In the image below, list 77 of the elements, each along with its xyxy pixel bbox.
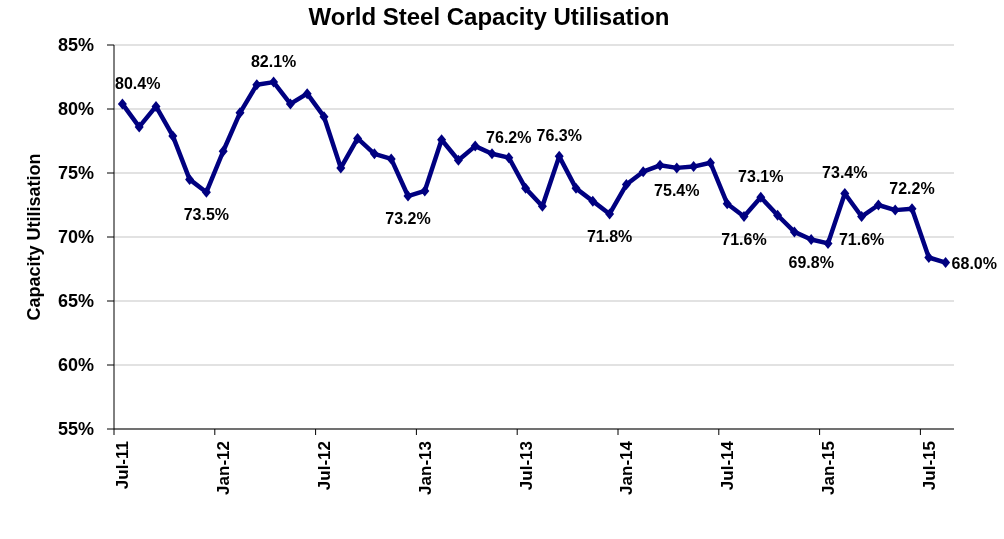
point — [588, 195, 598, 207]
data-label: 80.4% — [115, 74, 161, 92]
data-label: 76.2% — [486, 128, 532, 146]
point — [941, 257, 951, 269]
y-axis-title: Capacity Utilisation — [24, 153, 44, 321]
point — [823, 237, 833, 249]
data-label: 71.6% — [721, 230, 767, 248]
point — [655, 159, 665, 171]
point — [185, 173, 195, 185]
y-tick-label: 55% — [57, 419, 94, 439]
x-tick-label: Jul-14 — [717, 440, 737, 491]
point — [571, 182, 581, 194]
point — [924, 251, 934, 263]
point — [621, 179, 631, 191]
data-label: 82.1% — [250, 53, 297, 71]
point — [285, 98, 295, 110]
x-tick-label: Jul-12 — [314, 441, 334, 491]
chart-title: World Steel Capacity Utilisation — [307, 3, 671, 31]
point — [369, 148, 379, 160]
data-label: 73.1% — [738, 168, 784, 186]
point — [705, 157, 715, 169]
point — [638, 166, 648, 178]
point — [672, 162, 682, 174]
y-tick-label: 60% — [57, 355, 94, 375]
point — [840, 187, 850, 199]
point — [470, 140, 480, 152]
data-label: 73.5% — [183, 206, 230, 224]
point — [806, 234, 816, 246]
point — [789, 226, 799, 238]
point — [857, 211, 867, 223]
point — [269, 76, 279, 88]
data-label: 73.2% — [385, 210, 431, 228]
x-tick-label: Jul-13 — [516, 441, 536, 491]
point — [504, 152, 514, 164]
x-tick-label: Jul-11 — [112, 441, 132, 490]
data-label: 71.8% — [586, 227, 633, 245]
point — [218, 145, 228, 157]
data-label: 73.4% — [822, 164, 868, 182]
point — [302, 88, 312, 100]
point — [319, 111, 329, 123]
point — [235, 107, 245, 119]
x-tick-label: Jan-15 — [818, 441, 838, 495]
point — [521, 182, 531, 194]
point — [151, 100, 161, 112]
data-label: 72.2% — [889, 179, 935, 197]
point — [873, 199, 883, 211]
point — [605, 208, 615, 220]
data-label: 68.0% — [951, 254, 997, 272]
point — [386, 153, 396, 165]
x-tick-label: Jul-15 — [919, 441, 939, 491]
point — [201, 186, 211, 198]
y-tick-label: 85% — [57, 35, 94, 55]
point — [403, 190, 413, 202]
point — [117, 98, 127, 110]
point — [756, 191, 766, 203]
point — [487, 148, 497, 160]
point — [453, 154, 463, 166]
point — [168, 130, 178, 142]
data-label: 71.6% — [838, 230, 885, 248]
data-label: 76.3% — [536, 127, 582, 145]
y-tick-label: 80% — [57, 99, 94, 119]
y-tick-label: 65% — [57, 291, 94, 311]
point — [437, 134, 447, 146]
data-label: 69.8% — [788, 253, 834, 271]
point — [537, 200, 547, 212]
point — [420, 185, 430, 197]
point — [773, 209, 783, 221]
y-tick-label: 70% — [57, 227, 94, 247]
x-tick-label: Jan-13 — [415, 441, 435, 495]
point — [739, 211, 749, 223]
point — [353, 132, 363, 144]
point — [134, 121, 144, 133]
point — [722, 198, 732, 210]
y-tick-label: 75% — [57, 163, 94, 183]
x-tick-label: Jan-12 — [213, 441, 233, 495]
x-tick-label: Jan-14 — [616, 440, 636, 495]
data-label: 75.4% — [654, 181, 700, 199]
